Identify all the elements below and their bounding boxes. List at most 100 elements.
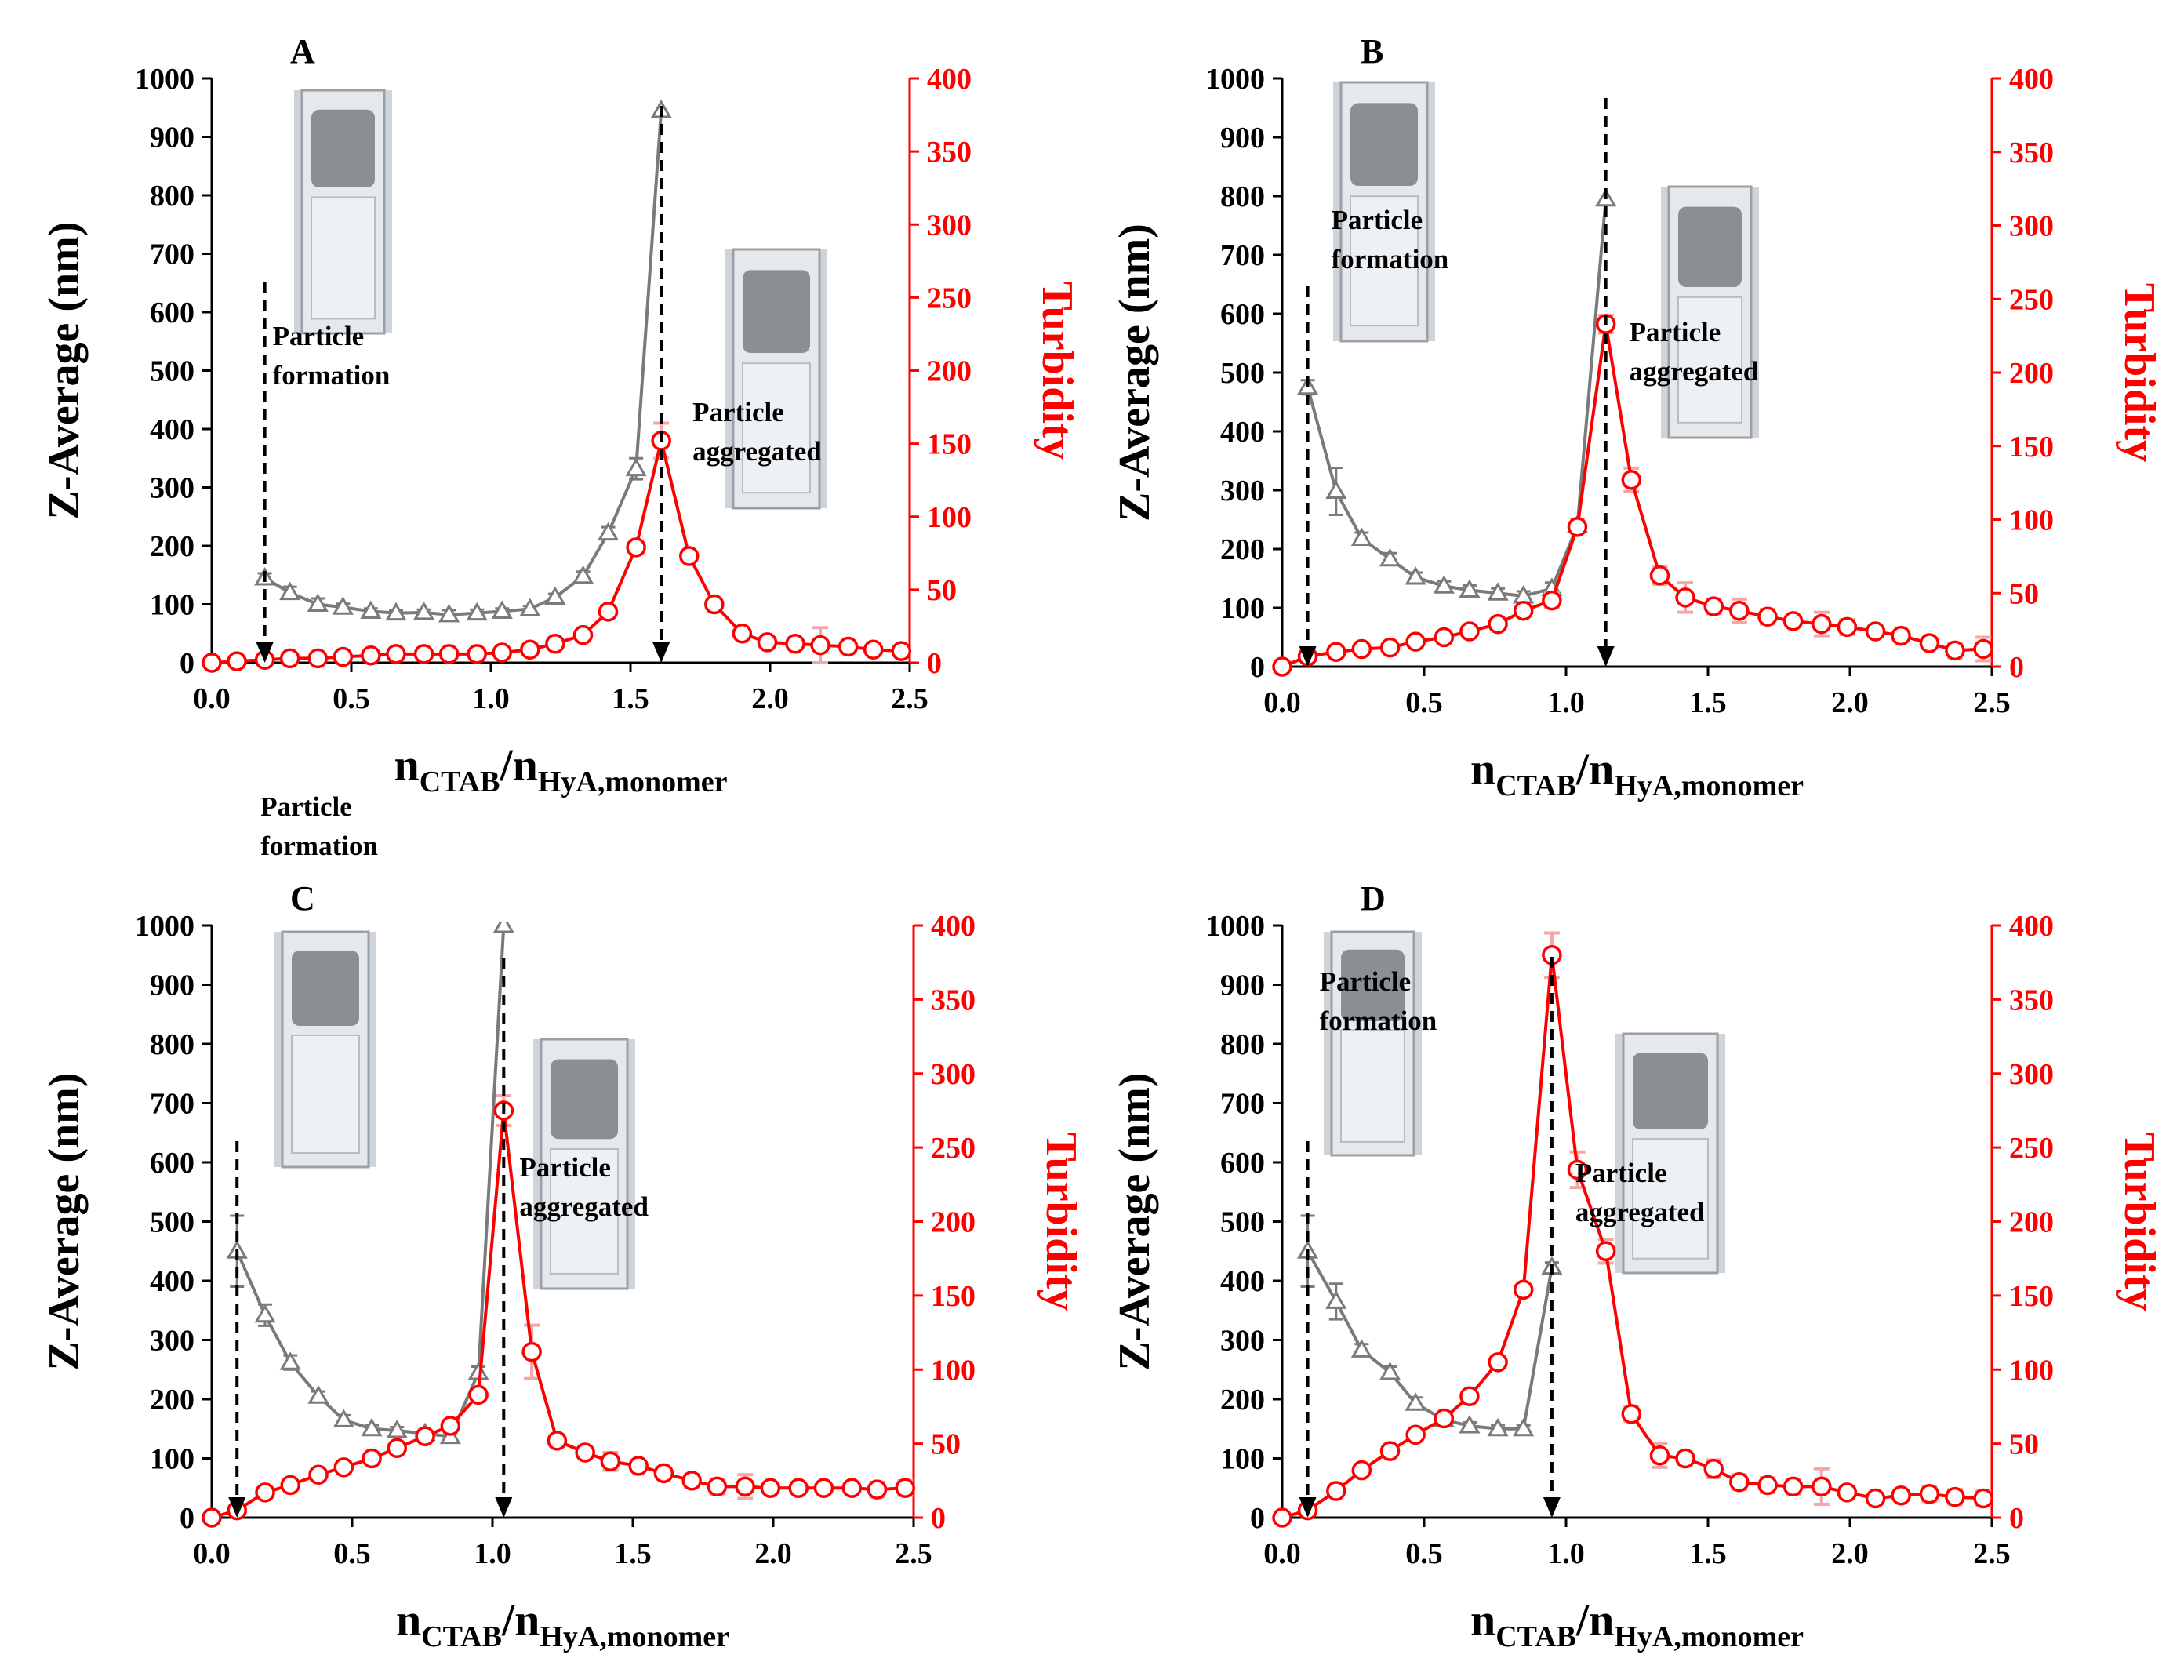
cuvette-photo-1 xyxy=(274,930,376,1169)
y-tick-label-right: 300 xyxy=(2009,210,2054,243)
turbidity-point xyxy=(575,1442,595,1463)
x-tick-label: 2.0 xyxy=(1831,1537,1869,1570)
annotation-arrow-head xyxy=(1543,1497,1561,1518)
y-tick-label-left: 600 xyxy=(1220,298,1265,331)
series-z-average xyxy=(254,99,672,623)
panel-label: B xyxy=(1361,32,1383,71)
y-tick-label-left: 500 xyxy=(1220,1206,1265,1239)
y-tick-label-left: 100 xyxy=(1220,1443,1265,1476)
turbidity-point xyxy=(279,648,300,669)
y-tick-label-left: 800 xyxy=(150,1028,194,1061)
z-average-point xyxy=(1405,566,1426,585)
turbidity-point xyxy=(1459,621,1480,642)
y-axis-title-left: Z-Average (nm) xyxy=(40,1073,89,1371)
annotation-text-line2: formation xyxy=(273,360,391,391)
annotation-particle-formation: Particle formation xyxy=(228,791,378,1518)
turbidity-point xyxy=(1945,640,1965,661)
cuvette-meniscus xyxy=(1633,1053,1708,1129)
turbidity-point xyxy=(707,1476,728,1497)
turbidity-point xyxy=(679,546,700,566)
cuvette-liquid xyxy=(1350,195,1419,327)
y-tick-label-left: 500 xyxy=(1220,357,1265,390)
turbidity-point xyxy=(895,1478,916,1498)
turbidity-point xyxy=(545,634,565,654)
z-average-point xyxy=(466,602,488,621)
y-tick-label-left: 0 xyxy=(180,1502,194,1535)
turbidity-point xyxy=(438,644,460,664)
turbidity-point xyxy=(520,639,540,660)
x-tick-label: 1.5 xyxy=(614,1537,652,1570)
z-average-point xyxy=(1350,527,1372,546)
x-tick-label: 0.5 xyxy=(333,682,370,715)
turbidity-point xyxy=(361,645,381,666)
turbidity-point xyxy=(1782,611,1804,631)
plot-area xyxy=(1272,187,1993,677)
x-tick-label: 0.0 xyxy=(1263,1537,1301,1570)
annotation-text-line2: aggregated xyxy=(1630,356,1759,387)
turbidity-point xyxy=(1351,1460,1372,1481)
y-tick-label-left: 700 xyxy=(1220,1088,1265,1121)
x-tick-label: 2.5 xyxy=(1973,686,2011,719)
z-average-point xyxy=(519,598,541,616)
z-average-point xyxy=(492,922,514,933)
x-tick-label: 1.0 xyxy=(1547,686,1585,719)
cuvette-meniscus xyxy=(551,1059,618,1140)
turbidity-point xyxy=(1973,638,1993,660)
z-average-point xyxy=(1350,1339,1372,1358)
x-axis-title-sub2: HyA,monomer xyxy=(1614,769,1804,802)
y-tick-label-left: 0 xyxy=(1250,1502,1265,1535)
cuvette-liquid xyxy=(550,1147,619,1275)
cuvette-liquid xyxy=(1632,1138,1709,1260)
annotation-arrow-head xyxy=(1299,1497,1317,1518)
y-tick-label-left: 900 xyxy=(150,122,194,155)
panel-label: C xyxy=(290,879,315,918)
z-average-point xyxy=(544,586,566,605)
y-tick-label-right: 400 xyxy=(2009,63,2054,96)
x-tick-label: 1.5 xyxy=(612,682,649,715)
x-axis-title-sub2: HyA,monomer xyxy=(538,765,728,798)
turbidity-point xyxy=(521,1341,542,1362)
plot-area xyxy=(1272,931,1993,1528)
turbidity-point xyxy=(867,1479,888,1500)
y-tick-label-right: 150 xyxy=(2009,1280,2054,1313)
annotation-particle-aggregated: Particle aggregated xyxy=(652,106,822,663)
turbidity-point xyxy=(202,1507,222,1528)
z-average-point xyxy=(1459,579,1481,598)
z-average-point xyxy=(385,602,407,621)
x-axis-title-sub1: CTAB xyxy=(420,765,500,798)
turbidity-point xyxy=(810,635,830,656)
annotation-text-line2: formation xyxy=(1320,1005,1437,1036)
z-average-line xyxy=(263,110,663,616)
annotation-text-line2: formation xyxy=(1332,244,1449,275)
annotation-text-line2: aggregated xyxy=(692,436,822,467)
y-tick-label-right: 300 xyxy=(2009,1058,2054,1091)
x-axis-title: nCTAB/nHyA,monomer xyxy=(396,1595,729,1653)
cuvette-photo-1 xyxy=(294,89,392,335)
turbidity-point xyxy=(1595,1241,1616,1261)
series-turbidity xyxy=(202,421,912,673)
turbidity-point xyxy=(547,1431,568,1451)
turbidity-point xyxy=(386,644,406,664)
turbidity-point xyxy=(1567,517,1588,537)
turbidity-point xyxy=(1649,565,1670,586)
chart-panel-C: 0.0 0.5 1.0 1.5 2.0 2.50100200300400500600700… xyxy=(40,791,1085,1653)
turbidity-point xyxy=(653,1463,674,1484)
y-tick-label-left: 1000 xyxy=(135,910,194,943)
z-average-point xyxy=(307,1385,329,1404)
turbidity-point xyxy=(1919,633,1940,653)
y-tick-label-left: 500 xyxy=(150,1206,194,1239)
x-tick-label: 0.0 xyxy=(193,682,231,715)
z-average-point xyxy=(1379,1362,1401,1380)
annotation-arrow-head xyxy=(495,1497,513,1518)
y-tick-label-right: 100 xyxy=(2009,1354,2054,1387)
x-axis-title-sub2: HyA,monomer xyxy=(1614,1620,1804,1653)
x-axis-title: nCTAB/nHyA,monomer xyxy=(1470,1595,1804,1653)
x-tick-label: 0.0 xyxy=(193,1537,231,1570)
turbidity-point xyxy=(1405,1424,1426,1445)
y-tick-label-right: 250 xyxy=(927,282,972,315)
turbidity-point xyxy=(1812,1476,1832,1497)
y-tick-label-left: 0 xyxy=(1250,651,1265,684)
panel-label: D xyxy=(1361,879,1386,918)
turbidity-point xyxy=(467,644,487,664)
